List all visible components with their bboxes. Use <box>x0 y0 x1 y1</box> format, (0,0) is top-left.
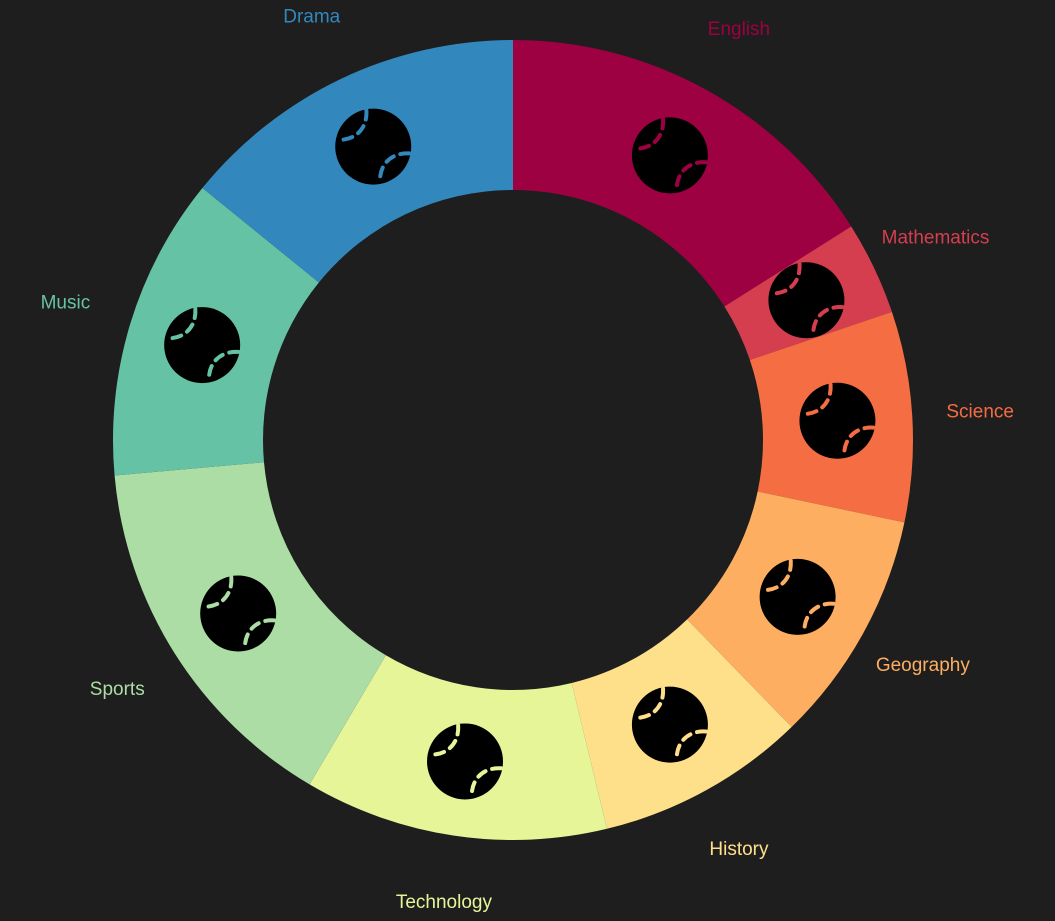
label-mathematics: Mathematics <box>882 228 990 249</box>
slice-geography: Geography <box>687 491 971 728</box>
label-history: History <box>709 839 769 860</box>
slice-drama: Drama <box>202 7 514 283</box>
baseball-icon <box>768 262 845 339</box>
baseball-icon <box>631 686 709 763</box>
baseball-icon <box>200 575 277 652</box>
baseball-icon <box>631 117 709 194</box>
slice-technology: Technology <box>309 655 607 913</box>
baseball-icon <box>759 558 836 636</box>
label-drama: Drama <box>283 7 340 28</box>
baseball-icon <box>335 108 412 185</box>
baseball-icon <box>799 382 876 459</box>
slice-music: Music <box>41 187 319 476</box>
baseball-icon <box>164 306 241 384</box>
label-music: Music <box>41 292 91 313</box>
slice-history: History <box>571 619 792 860</box>
slice-sports: Sports <box>90 462 386 785</box>
slice-mathematics: Mathematics <box>724 226 990 360</box>
slice-science: Science <box>749 311 1014 523</box>
label-science: Science <box>946 401 1014 422</box>
label-geography: Geography <box>876 655 971 676</box>
label-sports: Sports <box>90 679 145 700</box>
label-english: English <box>708 19 770 40</box>
baseball-icon <box>426 723 504 800</box>
label-technology: Technology <box>396 892 493 913</box>
slice-english: English <box>513 19 852 307</box>
